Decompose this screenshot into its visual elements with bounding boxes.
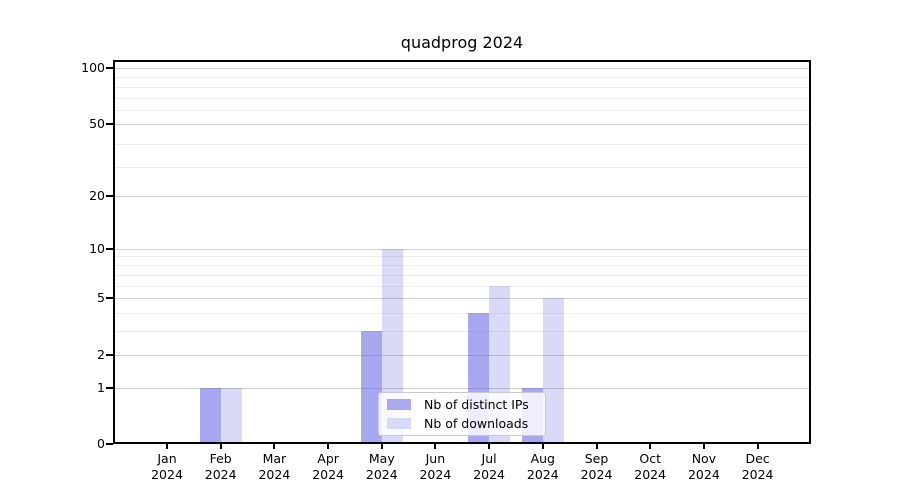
x-tick-mark (219, 444, 222, 449)
legend-swatch-distinct-ips (387, 399, 411, 410)
y-tick-mark (106, 386, 113, 389)
x-tick-mark (595, 444, 598, 449)
month-label: Jun (425, 451, 446, 466)
y-tick-label: 1 (97, 379, 105, 395)
legend-item: Nb of distinct IPs (379, 396, 545, 413)
month-label: Jul (481, 451, 497, 466)
gridline-major (113, 123, 811, 125)
gridline-minor (113, 312, 811, 314)
gridline-minor (113, 166, 811, 168)
legend-item: Nb of downloads (379, 415, 545, 432)
x-tick-mark (649, 444, 652, 449)
axes-frame (113, 60, 811, 444)
year-label: 2024 (151, 467, 183, 482)
x-tick-label: May 2024 (354, 451, 410, 483)
year-label: 2024 (687, 467, 720, 482)
bar-distinct-ips-may (360, 331, 382, 444)
y-tick-mark (106, 67, 113, 69)
month-label: May (368, 451, 395, 466)
y-tick-label: 20 (89, 188, 105, 203)
year-label: 2024 (419, 467, 452, 482)
gridline-minor (113, 110, 811, 112)
x-tick-mark (756, 444, 759, 449)
y-tick-mark (106, 195, 113, 197)
year-label: 2024 (473, 467, 505, 482)
y-tick-label: 100 (81, 60, 105, 75)
bar-distinct-ips-feb (199, 387, 221, 444)
month-label: Apr (317, 451, 339, 466)
month-label: Feb (209, 451, 232, 466)
gridline-major (113, 354, 811, 356)
x-tick-label: Mar 2024 (246, 451, 302, 483)
legend-label: Nb of downloads (424, 416, 529, 431)
y-tick-label: 50 (89, 115, 105, 131)
x-tick-label: Feb 2024 (193, 451, 249, 483)
gridline-minor (113, 97, 811, 99)
gridline-minor (113, 256, 811, 258)
x-tick-mark (702, 444, 705, 449)
x-tick-label: Dec 2024 (730, 451, 786, 483)
gridline-major (113, 248, 811, 250)
month-label: Jan (157, 451, 177, 466)
x-tick-label: Sep 2024 (569, 451, 625, 483)
y-tick-mark (106, 247, 113, 250)
legend: Nb of distinct IPs Nb of downloads (378, 392, 546, 436)
gridline-major (113, 387, 811, 389)
month-label: Aug (530, 451, 555, 466)
month-label: Sep (584, 451, 609, 466)
y-tick-label: 0 (97, 436, 105, 451)
y-tick-label: 5 (97, 290, 105, 305)
y-tick-label: 10 (89, 240, 105, 256)
y-tick-mark (106, 443, 113, 445)
month-label: Oct (639, 451, 661, 466)
month-label: Dec (745, 451, 770, 466)
gridline-minor (113, 143, 811, 145)
gridline-major (113, 196, 811, 197)
gridline-minor (113, 285, 811, 287)
year-label: 2024 (580, 467, 613, 482)
x-tick-label: Aug 2024 (515, 451, 571, 483)
year-label: 2024 (365, 467, 398, 482)
x-tick-label: Nov 2024 (676, 451, 732, 483)
plot-area: quadprog 2024 0 1 2 5 10 20 50 100 Jan 2024 Feb 20… (81, 33, 811, 482)
year-label: 2024 (204, 467, 237, 482)
gridline-minor (113, 77, 811, 79)
x-tick-label: Jul 2024 (461, 451, 517, 483)
gridline-minor (113, 265, 811, 266)
year-label: 2024 (526, 467, 559, 482)
month-label: Mar (262, 451, 287, 466)
x-tick-mark (273, 444, 276, 449)
legend-swatch-downloads (387, 418, 411, 429)
x-tick-mark (380, 444, 383, 449)
y-tick-label: 2 (97, 346, 105, 362)
month-label: Nov (691, 451, 717, 466)
y-tick-mark (106, 297, 113, 299)
x-tick-mark (327, 444, 330, 449)
x-tick-label: Jan 2024 (139, 451, 195, 483)
year-label: 2024 (312, 467, 344, 482)
year-label: 2024 (258, 467, 291, 482)
gridline-minor (113, 331, 811, 333)
chart-title: quadprog 2024 (400, 33, 524, 52)
year-label: 2024 (634, 467, 667, 482)
x-tick-mark (488, 444, 491, 449)
gridline-minor (113, 87, 811, 88)
legend-label: Nb of distinct IPs (424, 397, 529, 412)
x-tick-label: Oct 2024 (622, 451, 678, 483)
bar-downloads-feb (220, 387, 242, 444)
y-tick-mark (106, 122, 113, 125)
year-label: 2024 (741, 467, 774, 482)
gridline-minor (113, 274, 811, 276)
y-tick-mark (106, 353, 113, 356)
x-tick-label: Jun 2024 (407, 451, 463, 483)
gridline-major (113, 68, 811, 69)
x-tick-mark (434, 444, 437, 449)
x-tick-label: Apr 2024 (300, 451, 356, 483)
gridline-major (113, 298, 811, 299)
x-tick-mark (166, 444, 168, 449)
bar-downloads-aug (542, 298, 564, 444)
x-tick-mark (541, 444, 544, 449)
